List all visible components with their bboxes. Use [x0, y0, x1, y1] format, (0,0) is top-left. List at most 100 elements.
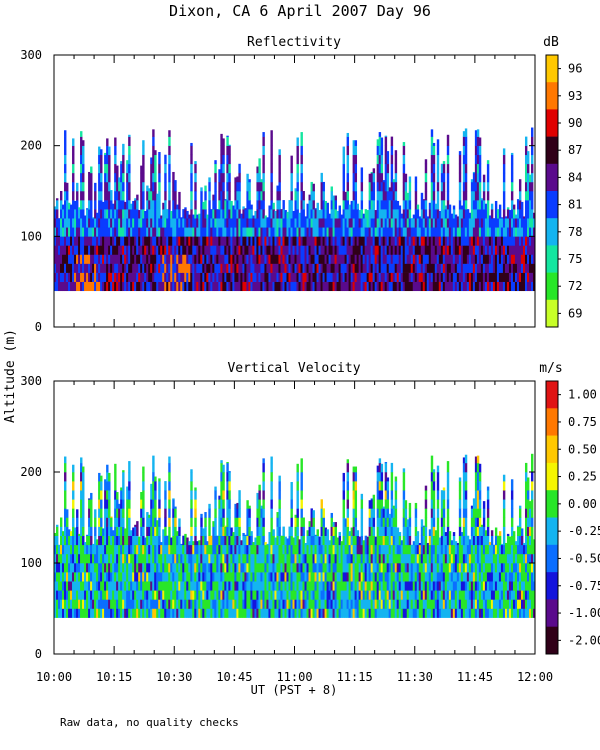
- heatmap-cell: [112, 227, 115, 237]
- heatmap-cell: [98, 481, 101, 491]
- heatmap-cell: [372, 218, 376, 228]
- heatmap-cell: [104, 191, 107, 201]
- heatmap-cell: [376, 145, 380, 156]
- heatmap-cell: [346, 172, 350, 183]
- heatmap-cell: [368, 209, 372, 219]
- heatmap-cell: [458, 272, 462, 282]
- heatmap-cell: [124, 599, 127, 609]
- heatmap-cell: [64, 136, 67, 146]
- heatmap-cell: [78, 227, 81, 237]
- heatmap-cell: [320, 191, 323, 201]
- heatmap-cell: [320, 563, 323, 573]
- heatmap-cell: [108, 563, 111, 573]
- heatmap-cell: [126, 486, 129, 491]
- heatmap-cell: [390, 200, 394, 210]
- heatmap-cell: [318, 210, 321, 219]
- heatmap-cell: [90, 218, 93, 228]
- heatmap-cell: [184, 599, 187, 609]
- heatmap-cell: [376, 154, 380, 165]
- heatmap-cell: [154, 590, 157, 600]
- heatmap-cell: [208, 177, 211, 183]
- heatmap-cell: [338, 209, 341, 219]
- heatmap-cell: [106, 163, 109, 174]
- heatmap-cell: [308, 194, 311, 201]
- heatmap-cell: [322, 254, 325, 264]
- heatmap-cell: [266, 272, 269, 282]
- heatmap-cell: [298, 212, 301, 219]
- heatmap-cell: [504, 227, 508, 237]
- heatmap-cell: [476, 136, 480, 146]
- heatmap-cell: [318, 590, 321, 600]
- heatmap-cell: [444, 218, 448, 228]
- heatmap-cell: [118, 236, 121, 246]
- heatmap-cell: [252, 236, 255, 246]
- heatmap-cell: [218, 544, 221, 555]
- heatmap-cell: [82, 499, 85, 509]
- heatmap-cell: [228, 218, 231, 228]
- heatmap-cell: [168, 490, 171, 500]
- heatmap-cell: [442, 263, 446, 273]
- heatmap-cell: [304, 553, 307, 564]
- heatmap-cell: [138, 581, 141, 591]
- heatmap-cell: [352, 590, 356, 600]
- heatmap-cell: [140, 209, 143, 219]
- heatmap-cell: [358, 218, 362, 228]
- heatmap-cell: [512, 272, 516, 282]
- heatmap-cell: [54, 281, 57, 292]
- heatmap-cell: [366, 553, 370, 564]
- heatmap-cell: [208, 508, 211, 518]
- heatmap-cell: [372, 508, 376, 518]
- heatmap-cell: [494, 245, 498, 255]
- heatmap-cell: [530, 127, 534, 137]
- heatmap-cell: [270, 181, 273, 192]
- heatmap-cell: [216, 254, 219, 264]
- heatmap-cell: [264, 215, 267, 219]
- heatmap-cell: [290, 263, 293, 273]
- heatmap-cell: [316, 218, 319, 228]
- heatmap-cell: [402, 272, 406, 282]
- heatmap-cell: [54, 272, 57, 282]
- heatmap-cell: [172, 172, 175, 183]
- heatmap-cell: [80, 272, 83, 282]
- heatmap-cell: [286, 227, 289, 237]
- heatmap-cell: [362, 608, 366, 618]
- heatmap-cell: [140, 200, 143, 210]
- heatmap-cell: [88, 599, 91, 609]
- heatmap-cell: [212, 572, 215, 582]
- heatmap-cell: [478, 191, 482, 201]
- heatmap-cell: [340, 608, 343, 618]
- heatmap-cell: [194, 590, 197, 600]
- heatmap-cell: [394, 163, 398, 174]
- heatmap-cell: [256, 608, 259, 618]
- heatmap-cell: [272, 263, 275, 273]
- heatmap-cell: [202, 590, 205, 600]
- heatmap-cell: [88, 200, 91, 210]
- heatmap-cell: [238, 590, 241, 600]
- heatmap-cell: [294, 188, 297, 192]
- heatmap-cell: [92, 272, 95, 282]
- heatmap-cell: [110, 272, 113, 282]
- heatmap-cell: [294, 245, 297, 255]
- heatmap-cell: [228, 263, 231, 273]
- heatmap-cell: [266, 563, 269, 573]
- heatmap-cell: [386, 191, 390, 201]
- heatmap-cell: [394, 200, 398, 210]
- heatmap-cell: [462, 245, 466, 255]
- heatmap-cell: [502, 263, 506, 273]
- heatmap-cell: [198, 544, 201, 555]
- heatmap-cell: [172, 181, 175, 192]
- heatmap-cell: [158, 544, 161, 555]
- heatmap-cell: [262, 191, 265, 201]
- heatmap-cell: [376, 544, 380, 555]
- heatmap-cell: [204, 572, 207, 582]
- heatmap-cell: [140, 272, 143, 282]
- heatmap-cell: [298, 263, 301, 273]
- heatmap-cell: [474, 163, 478, 174]
- heatmap-cell: [246, 173, 249, 183]
- heatmap-cell: [452, 254, 456, 264]
- heatmap-cell: [218, 535, 221, 546]
- heatmap-cell: [162, 236, 165, 246]
- heatmap-cell: [310, 581, 313, 591]
- heatmap-cell: [118, 572, 121, 582]
